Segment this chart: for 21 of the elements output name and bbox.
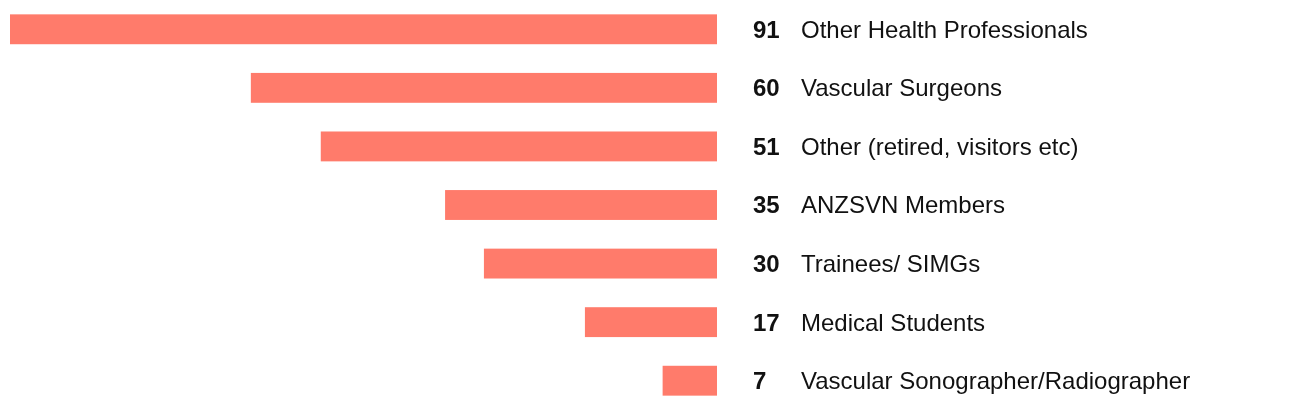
bar bbox=[584, 307, 717, 338]
data-label: 7 bbox=[753, 367, 767, 395]
y-tick-label: Vascular Surgeons bbox=[801, 74, 1002, 102]
y-tick-label: Other (retired, visitors etc) bbox=[801, 132, 1079, 160]
y-tick-label: Medical Students bbox=[801, 308, 986, 336]
y-tick-label: Other Health Professionals bbox=[801, 15, 1088, 43]
data-label: 51 bbox=[753, 132, 780, 160]
bar bbox=[662, 365, 717, 396]
bar bbox=[10, 14, 717, 45]
y-tick-label: Trainees/ SIMGs bbox=[801, 249, 981, 277]
data-label: 35 bbox=[753, 191, 780, 219]
y-tick-label: Vascular Sonographer/Radiographer bbox=[801, 367, 1191, 395]
y-tick-label: ANZSVN Members bbox=[801, 191, 1006, 219]
data-label: 91 bbox=[753, 15, 780, 43]
bar bbox=[320, 131, 717, 162]
data-label: 30 bbox=[753, 249, 780, 277]
bar bbox=[483, 248, 717, 279]
data-label: 17 bbox=[753, 308, 780, 336]
bar bbox=[445, 190, 717, 220]
bar bbox=[250, 72, 717, 103]
data-label: 60 bbox=[753, 74, 780, 102]
